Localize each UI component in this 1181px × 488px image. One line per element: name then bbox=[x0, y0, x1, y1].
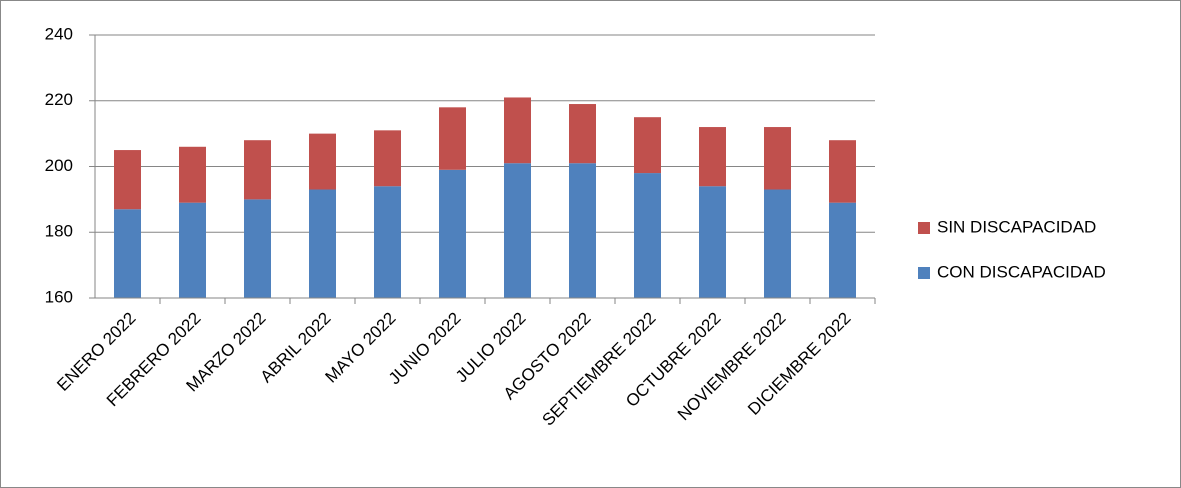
bar-segment bbox=[699, 186, 726, 298]
bar-segment bbox=[374, 130, 401, 187]
bar-segment bbox=[764, 127, 791, 190]
bar-segment bbox=[114, 209, 141, 298]
bar-segment bbox=[179, 202, 206, 298]
y-tick-label: 200 bbox=[45, 156, 73, 175]
bar-segment bbox=[569, 104, 596, 164]
y-tick-label: 240 bbox=[45, 24, 73, 43]
bar-segment bbox=[504, 97, 531, 164]
bar-segment bbox=[244, 140, 271, 200]
legend-swatch bbox=[918, 222, 930, 234]
bar-segment bbox=[764, 189, 791, 298]
bar-segment bbox=[439, 107, 466, 170]
bar-segment bbox=[179, 146, 206, 203]
bar-segment bbox=[244, 199, 271, 298]
y-tick-label: 220 bbox=[45, 90, 73, 109]
bar-segment bbox=[699, 127, 726, 187]
legend-label: SIN DISCAPACIDAD bbox=[937, 217, 1096, 236]
y-tick-label: 160 bbox=[45, 287, 73, 306]
bar-segment bbox=[114, 150, 141, 210]
bar-segment bbox=[439, 169, 466, 298]
bar-segment bbox=[829, 140, 856, 203]
legend-swatch bbox=[918, 267, 930, 279]
bar-segment bbox=[569, 163, 596, 298]
bar-segment bbox=[309, 133, 336, 190]
bar-segment bbox=[374, 186, 401, 298]
bar-segment bbox=[504, 163, 531, 298]
bar-segment bbox=[634, 173, 661, 298]
y-tick-label: 180 bbox=[45, 222, 73, 241]
bar-segment bbox=[829, 202, 856, 298]
legend-label: CON DISCAPACIDAD bbox=[937, 262, 1106, 281]
bar-segment bbox=[309, 189, 336, 298]
bar-segment bbox=[634, 117, 661, 174]
